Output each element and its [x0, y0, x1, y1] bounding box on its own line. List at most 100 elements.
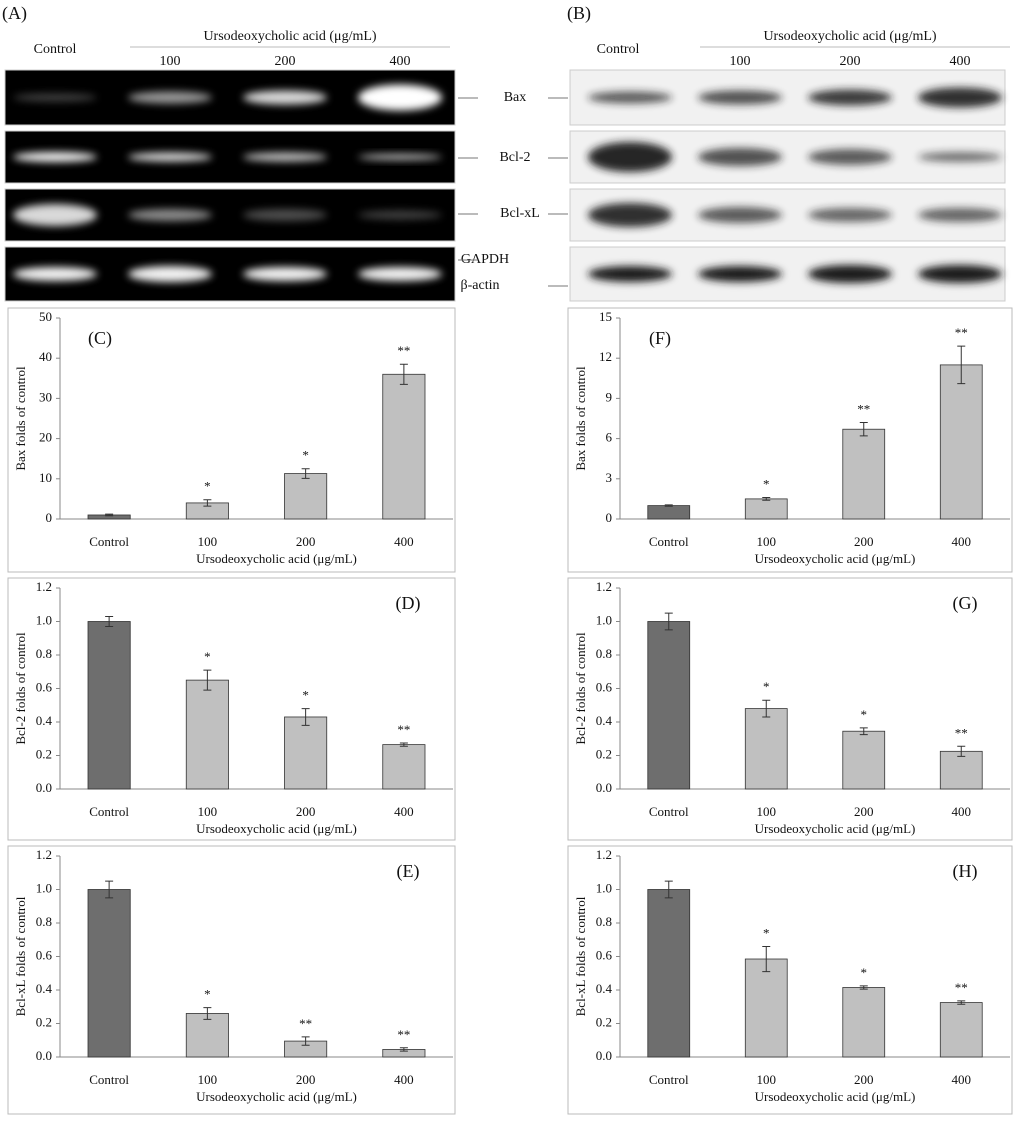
y-axis-label: Bcl-2 folds of control	[13, 632, 28, 745]
blot-band	[358, 154, 442, 160]
error-bar	[762, 497, 771, 501]
x-tick-label: 100	[757, 534, 777, 549]
x-tick-label: 200	[296, 534, 316, 549]
marker-label: β-actin	[461, 278, 500, 293]
y-tick-label: 0.8	[596, 914, 612, 929]
blot-band	[918, 208, 1002, 222]
blot-band	[918, 87, 1002, 108]
y-tick-label: 0.2	[36, 1014, 52, 1029]
error-bar	[399, 1047, 408, 1052]
bar	[185, 679, 229, 790]
blot-band	[588, 91, 672, 104]
chart-frame	[7, 307, 456, 573]
x-axis-label: Ursodeoxycholic acid (μg/mL)	[196, 821, 357, 836]
x-tick-label: 200	[854, 534, 874, 549]
error-bar	[762, 945, 771, 973]
x-tick-label: Control	[649, 534, 689, 549]
y-tick-label: 1.2	[596, 579, 612, 594]
blot-band	[128, 152, 212, 162]
y-tick-label: 0.0	[596, 1048, 612, 1063]
significance: *	[763, 477, 770, 492]
charts: 01020304050Control*100*200**400Ursodeoxy…	[7, 307, 1013, 1115]
blot-band	[698, 266, 782, 282]
y-tick-label: 1.2	[36, 579, 52, 594]
x-tick-label: 200	[296, 1072, 316, 1087]
y-tick-label: 15	[599, 309, 612, 324]
y-tick-label: 0.8	[36, 914, 52, 929]
panel-label: (A)	[2, 3, 27, 24]
y-tick-label: 0.2	[36, 746, 52, 761]
significance: *	[302, 448, 309, 463]
x-tick-label: 200	[854, 1072, 874, 1087]
y-axis-label: Bcl-xL folds of control	[13, 896, 28, 1016]
bar-chart: 0 10 20 30 40 50 Control * 100 * 200 ** 400 Ursodeoxy…	[7, 307, 456, 573]
blot-band	[243, 209, 327, 221]
x-tick-label: 400	[394, 534, 414, 549]
blot-band	[128, 91, 212, 104]
chart-frame	[567, 307, 1013, 573]
y-tick-label: 0.6	[596, 947, 613, 962]
x-axis-label: Ursodeoxycholic acid (μg/mL)	[196, 551, 357, 566]
error-bar	[957, 345, 966, 385]
y-tick-label: 10	[39, 470, 52, 485]
blot-band	[808, 149, 892, 165]
blot-band	[918, 265, 1002, 283]
blot-band	[13, 267, 97, 281]
error-bar	[859, 985, 868, 990]
dose-label: 400	[950, 54, 971, 69]
x-tick-label: 100	[198, 1072, 218, 1087]
x-tick-label: 400	[952, 534, 972, 549]
error-bar	[399, 742, 408, 747]
significance: *	[861, 707, 868, 722]
bar	[382, 373, 426, 520]
blot-band	[698, 148, 782, 166]
chart-frame	[7, 845, 456, 1115]
bar	[842, 987, 886, 1058]
blot-band	[588, 266, 672, 282]
panel-label: (H)	[953, 861, 978, 882]
x-tick-label: 400	[394, 804, 414, 819]
x-tick-label: 200	[854, 804, 874, 819]
blot-band	[243, 152, 327, 162]
x-tick-label: Control	[649, 804, 689, 819]
y-tick-label: 0.2	[596, 746, 612, 761]
bar	[939, 1002, 983, 1058]
y-tick-label: 1.0	[36, 880, 52, 895]
bar	[939, 750, 983, 790]
y-tick-label: 0.0	[596, 780, 612, 795]
y-tick-label: 0.4	[36, 981, 53, 996]
marker-label: Bcl-xL	[500, 206, 540, 221]
y-tick-label: 9	[606, 389, 613, 404]
blot-band	[588, 142, 672, 172]
bar	[87, 889, 131, 1058]
panel-label: (B)	[567, 3, 591, 24]
blot-band	[13, 93, 97, 102]
y-tick-label: 1.2	[596, 847, 612, 862]
x-tick-label: Control	[89, 534, 129, 549]
blot-band	[588, 203, 672, 227]
x-axis-label: Ursodeoxycholic acid (μg/mL)	[755, 551, 916, 566]
blot-band	[13, 204, 97, 226]
error-bar	[105, 615, 114, 628]
error-bar	[957, 1000, 966, 1005]
x-tick-label: 400	[952, 1072, 972, 1087]
y-tick-label: 0.8	[596, 646, 612, 661]
significance: **	[299, 1016, 312, 1031]
bar	[185, 1013, 229, 1058]
error-bar	[203, 499, 212, 507]
y-axis-label: Bcl-2 folds of control	[573, 632, 588, 745]
error-bar	[301, 1036, 310, 1046]
y-tick-label: 0.4	[36, 713, 53, 728]
panel-label: (E)	[397, 861, 420, 882]
y-tick-label: 0	[46, 510, 53, 525]
error-bar	[203, 1007, 212, 1020]
y-tick-label: 30	[39, 389, 52, 404]
bar	[647, 505, 691, 520]
dose-label: 100	[160, 54, 181, 69]
significance: *	[204, 987, 211, 1002]
error-bar	[664, 880, 673, 899]
y-tick-label: 0.6	[36, 679, 53, 694]
significance: *	[763, 925, 770, 940]
blot-band	[808, 265, 892, 283]
chart-frame	[567, 845, 1013, 1115]
